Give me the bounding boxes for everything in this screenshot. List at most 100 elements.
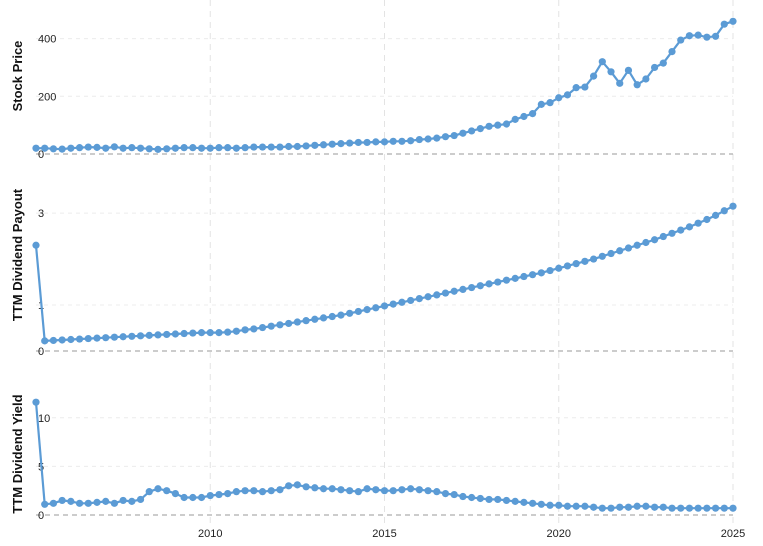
data-point: [372, 304, 380, 312]
data-point: [703, 504, 711, 512]
data-point: [511, 497, 519, 505]
data-point: [424, 487, 432, 495]
data-point: [119, 333, 127, 341]
data-point: [633, 502, 641, 510]
data-point: [75, 144, 84, 152]
data-point: [311, 141, 319, 149]
data-point: [49, 145, 58, 153]
data-point: [555, 94, 563, 102]
y-tick-label: 0: [38, 510, 44, 522]
data-point: [267, 487, 275, 495]
y-tick-label: 10: [38, 413, 50, 425]
data-point: [189, 144, 197, 152]
data-point: [215, 329, 223, 337]
data-point: [276, 321, 284, 329]
data-point: [441, 490, 450, 498]
data-point: [659, 503, 667, 511]
data-point: [590, 72, 598, 80]
data-point: [555, 264, 563, 272]
data-point: [67, 144, 75, 152]
data-point: [572, 502, 580, 510]
data-point: [529, 271, 537, 279]
data-point: [476, 125, 484, 133]
data-point: [607, 504, 615, 512]
x-tick-label: 2025: [721, 528, 745, 540]
data-point: [729, 202, 737, 210]
data-point: [136, 495, 145, 504]
data-point: [703, 215, 711, 224]
x-axis: 2010 2015 2020 2025: [198, 528, 745, 540]
data-point: [711, 211, 720, 219]
data-point: [328, 485, 336, 493]
data-point: [41, 500, 49, 508]
data-point: [302, 317, 310, 325]
data-point: [520, 112, 528, 121]
data-point: [250, 325, 258, 333]
data-point: [624, 503, 633, 511]
data-point: [163, 330, 171, 339]
x-tick-label: 2015: [372, 528, 396, 540]
data-point: [145, 488, 153, 496]
data-point: [293, 318, 301, 326]
data-point: [250, 487, 258, 495]
data-point: [319, 141, 328, 149]
data-point: [102, 497, 110, 505]
data-point: [650, 236, 659, 244]
data-point: [685, 32, 694, 40]
data-point: [389, 487, 397, 495]
data-point: [563, 91, 572, 99]
data-point: [276, 486, 284, 494]
y-tick-label: 0: [38, 346, 44, 358]
data-point: [58, 145, 66, 153]
data-point: [624, 66, 633, 74]
data-point: [197, 493, 206, 502]
data-point: [285, 319, 293, 328]
data-point: [590, 503, 598, 511]
data-point: [145, 331, 153, 339]
x-tick-label: 2020: [547, 528, 571, 540]
data-point: [163, 145, 171, 153]
data-point: [232, 488, 240, 496]
data-point: [502, 496, 511, 505]
data-point: [328, 312, 336, 321]
data-point: [415, 486, 423, 494]
data-point: [537, 269, 545, 277]
data-point: [677, 226, 685, 234]
data-point: [720, 20, 728, 28]
data-point: [337, 486, 345, 494]
data-point: [537, 100, 545, 108]
data-point: [494, 278, 502, 286]
data-point: [75, 335, 84, 343]
data-point: [424, 293, 432, 301]
data-point: [659, 232, 667, 241]
data-point: [694, 219, 702, 227]
data-point: [163, 487, 171, 495]
data-point: [354, 138, 362, 147]
data-point: [302, 142, 310, 150]
data-point: [468, 283, 476, 292]
data-point: [389, 300, 397, 308]
data-point: [285, 482, 293, 490]
data-point: [84, 334, 92, 343]
data-point: [511, 274, 519, 282]
data-point: [154, 485, 162, 493]
data-point: [668, 504, 676, 512]
data-point: [267, 322, 275, 330]
data-point: [32, 398, 40, 406]
data-point: [363, 138, 371, 147]
data-point: [520, 498, 528, 506]
data-point: [642, 238, 650, 247]
x-tick-label: 2010: [198, 528, 222, 540]
data-point: [241, 144, 249, 152]
data-point: [224, 144, 232, 152]
data-point: [694, 31, 702, 39]
data-point: [93, 334, 101, 342]
data-point: [494, 121, 502, 129]
data-point: [485, 122, 493, 130]
data-point: [171, 330, 179, 338]
data-point: [433, 134, 441, 142]
data-point: [58, 336, 66, 344]
data-point: [563, 502, 572, 510]
data-point: [677, 36, 685, 44]
data-point: [563, 262, 572, 270]
